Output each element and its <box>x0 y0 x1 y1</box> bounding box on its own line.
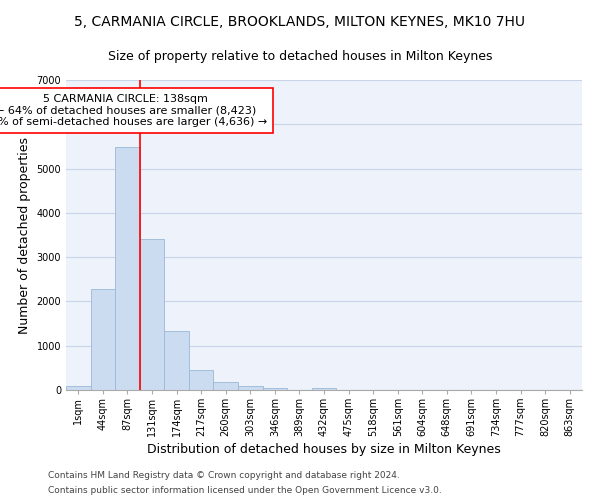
Bar <box>140 238 164 390</box>
Bar <box>189 370 214 390</box>
Bar <box>164 331 189 390</box>
Bar <box>214 382 238 390</box>
Y-axis label: Number of detached properties: Number of detached properties <box>18 136 31 334</box>
X-axis label: Distribution of detached houses by size in Milton Keynes: Distribution of detached houses by size … <box>147 444 501 456</box>
Text: Size of property relative to detached houses in Milton Keynes: Size of property relative to detached ho… <box>108 50 492 63</box>
Bar <box>66 386 91 390</box>
Bar <box>238 386 263 390</box>
Bar <box>312 388 336 390</box>
Text: 5 CARMANIA CIRCLE: 138sqm
← 64% of detached houses are smaller (8,423)
35% of se: 5 CARMANIA CIRCLE: 138sqm ← 64% of detac… <box>0 94 267 127</box>
Bar <box>263 388 287 390</box>
Text: 5, CARMANIA CIRCLE, BROOKLANDS, MILTON KEYNES, MK10 7HU: 5, CARMANIA CIRCLE, BROOKLANDS, MILTON K… <box>74 15 526 29</box>
Bar <box>115 148 140 390</box>
Text: Contains public sector information licensed under the Open Government Licence v3: Contains public sector information licen… <box>48 486 442 495</box>
Bar <box>91 290 115 390</box>
Text: Contains HM Land Registry data © Crown copyright and database right 2024.: Contains HM Land Registry data © Crown c… <box>48 471 400 480</box>
